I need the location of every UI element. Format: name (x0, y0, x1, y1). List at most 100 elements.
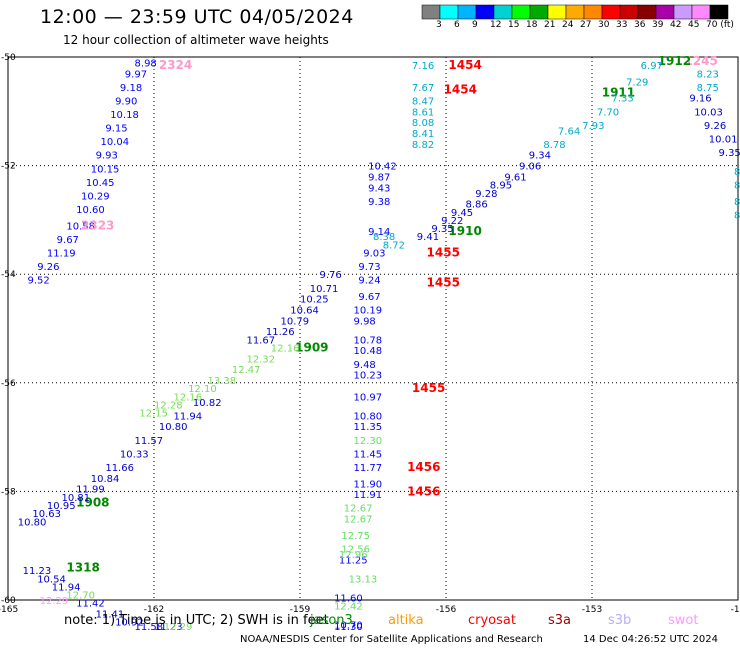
wave-height-label: 12.29 (40, 596, 69, 607)
legend-swatch (475, 4, 495, 20)
x-tick-label: -162 (144, 605, 164, 615)
legend-swatch (565, 4, 585, 20)
pass-label: 1455 (427, 245, 460, 259)
wave-height-label: 9.26 (704, 121, 726, 132)
wave-height-label: 8.98 (135, 58, 157, 69)
wave-height-label: 8.78 (543, 140, 565, 151)
wave-height-label: 11.90 (354, 479, 383, 490)
legend-swatch (655, 4, 675, 20)
wave-height-label: 9.61 (504, 172, 526, 183)
wave-height-label: 9.87 (368, 172, 390, 183)
legend-swatch (709, 4, 729, 20)
pass-label: 1909 (295, 341, 328, 355)
wave-height-label: 7.29 (626, 77, 648, 88)
wave-height-label: 9.52 (27, 276, 49, 287)
pass-label: 2324 (159, 58, 192, 72)
wave-height-label: 8.75 (697, 83, 719, 94)
wave-height-label: 10.60 (76, 205, 105, 216)
wave-height-label: 10.80 (354, 411, 383, 422)
wave-height-label: 10.03 (694, 107, 723, 118)
wave-height-label: 10.33 (120, 449, 149, 460)
legend-swatch (457, 4, 477, 20)
wave-height-label: 11.94 (173, 411, 202, 422)
wave-height-label: 8.45 (734, 167, 740, 178)
wave-height-label: 11.23 (154, 622, 183, 633)
wave-height-label: 11.42 (76, 599, 105, 610)
pass-label: 1910 (448, 224, 481, 238)
wave-height-label: 10.48 (354, 346, 383, 357)
legend-tick-label: 39 (652, 20, 664, 30)
wave-height-label: 8.72 (383, 240, 405, 251)
wave-height-label: 6.97 (641, 61, 663, 72)
pass-label: 1455 (412, 381, 445, 395)
legend-swatch (529, 4, 549, 20)
x-tick-label: -15 (731, 605, 740, 615)
wave-height-label: 9.98 (354, 316, 376, 327)
wave-height-label: 9.24 (358, 276, 380, 287)
wave-height-label: 11.45 (354, 449, 383, 460)
wave-height-label: 11.57 (135, 436, 164, 447)
wave-height-label: 12.28 (154, 401, 183, 412)
legend-swatch (583, 4, 603, 20)
legend-swatch (637, 4, 657, 20)
wave-height-label: 12.67 (344, 515, 373, 526)
wave-height-label: 7.16 (412, 61, 434, 72)
pass-label: 1455 (427, 275, 460, 289)
wave-height-label: 9.76 (319, 270, 341, 281)
wave-height-label: 9.34 (529, 151, 551, 162)
wave-height-label: 10.80 (18, 517, 47, 528)
wave-height-label: 11.41 (96, 610, 125, 621)
wave-height-label: 10.54 (37, 574, 66, 585)
wave-height-label: 12.16 (173, 392, 202, 403)
wave-height-label: 11.99 (76, 485, 105, 496)
wave-height-label: 10.64 (290, 305, 319, 316)
wave-height-label: 9.97 (125, 69, 147, 80)
footer-note: note: 1) Time is in UTC; 2) SWH is in fe… (64, 613, 329, 628)
y-tick-label: -52 (1, 162, 16, 172)
pass-label: 1318 (66, 560, 99, 574)
legend-tick-label: 70 (ft) (706, 20, 734, 30)
wave-height-label: 11.35 (354, 422, 383, 433)
pass-label: 1912 (658, 54, 691, 68)
wave-height-label: 7.64 (558, 126, 580, 137)
wave-height-label: 11.23 (23, 566, 52, 577)
wave-height-label: 11.66 (105, 463, 134, 474)
wave-height-label: 9.28 (475, 189, 497, 200)
wave-height-label: 11.60 (334, 593, 363, 604)
wave-height-label: 10.95 (47, 501, 76, 512)
x-tick-label: -159 (290, 605, 311, 615)
wave-height-label: 7.67 (412, 83, 434, 94)
x-tick-label: -153 (582, 605, 602, 615)
wave-height-label: 12.42 (334, 601, 363, 612)
legend-tick-label: 42 (670, 20, 682, 30)
y-tick-label: -50 (1, 53, 16, 63)
wave-height-label: 13.38 (208, 376, 237, 387)
legend-swatch (673, 4, 693, 20)
legend-swatch (547, 4, 567, 20)
wave-height-label: 9.90 (115, 96, 137, 107)
legend-swatch (691, 4, 711, 20)
wave-height-label: 12.16 (271, 344, 300, 355)
pass-label: 1245 (684, 54, 717, 68)
wave-height-label: 10.23 (354, 371, 383, 382)
wave-height-label: 11.30 (334, 622, 363, 633)
wave-height-label: 9.67 (358, 292, 380, 303)
legend-tick-label: 45 (688, 20, 700, 30)
wave-height-label: 8.41 (412, 129, 434, 140)
legend-tick-label: 27 (580, 20, 592, 30)
pass-label: 2323 (81, 218, 114, 232)
wave-height-label: 7.70 (597, 107, 619, 118)
x-tick-label: -165 (0, 605, 18, 615)
legend-tick-label: 6 (454, 20, 460, 30)
wave-height-label: 9.06 (519, 162, 541, 173)
wave-height-label: 10.80 (159, 422, 188, 433)
page-subtitle: 12 hour collection of altimeter wave hei… (63, 33, 329, 47)
wave-height-label: 10.82 (193, 398, 222, 409)
pass-label: 1456 (407, 460, 440, 474)
wave-height-label: 9.35 (431, 224, 453, 235)
wave-height-label: 8.95 (490, 181, 512, 192)
wave-height-label: 9.18 (120, 83, 142, 94)
legend-tick-label: 9 (472, 20, 478, 30)
wave-height-label: 10.45 (86, 178, 115, 189)
wave-height-label: 10.71 (310, 284, 339, 295)
